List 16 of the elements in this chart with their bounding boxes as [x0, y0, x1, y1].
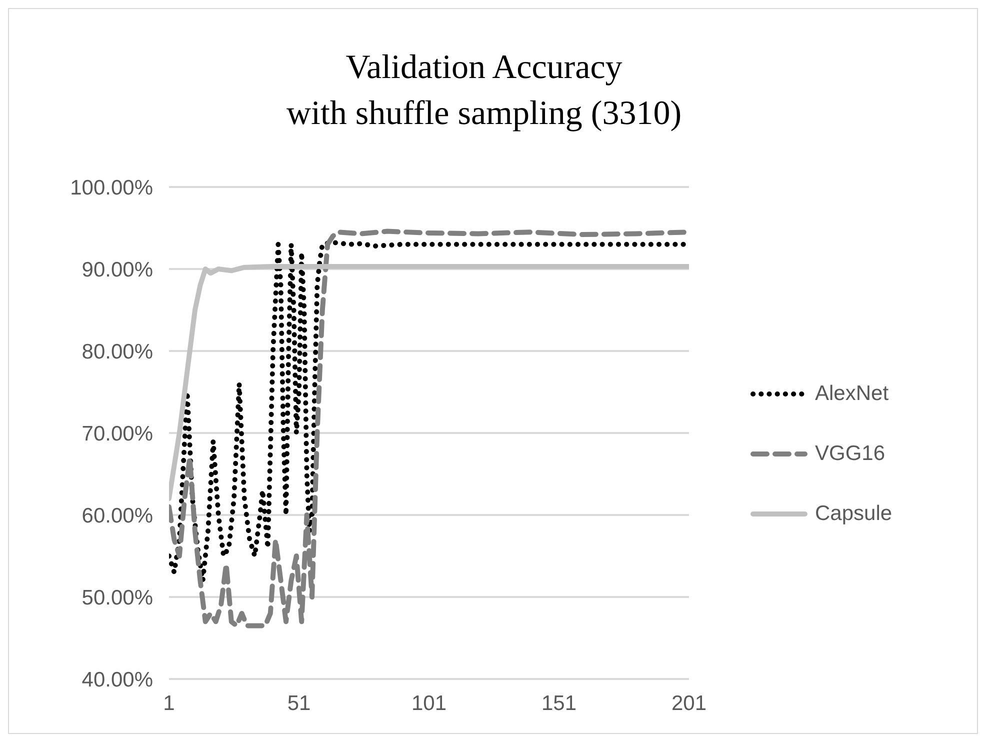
x-tick-label: 51 [287, 692, 311, 715]
x-tick-label: 201 [671, 692, 707, 715]
legend-label: VGG16 [815, 442, 886, 466]
x-tick-label: 1 [163, 692, 175, 715]
y-tick-label: 90.00% [82, 258, 153, 282]
chart-title: Validation Accuracy with shuffle sampling (3310) [285, 48, 683, 134]
y-tick-label: 60.00% [82, 504, 153, 528]
y-tick-label: 100.00% [70, 176, 153, 200]
legend-label: AlexNet [815, 382, 889, 406]
y-tick-label: 50.00% [82, 586, 153, 610]
x-tick-label: 151 [541, 692, 577, 715]
y-tick-label: 80.00% [82, 340, 153, 364]
x-tick-label: 101 [411, 692, 447, 715]
y-tick-label: 40.00% [82, 668, 153, 692]
legend-label: Capsule [815, 502, 892, 526]
y-tick-label: 70.00% [82, 422, 153, 446]
